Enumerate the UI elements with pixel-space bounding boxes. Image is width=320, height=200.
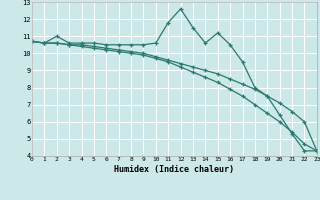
X-axis label: Humidex (Indice chaleur): Humidex (Indice chaleur) (115, 165, 234, 174)
